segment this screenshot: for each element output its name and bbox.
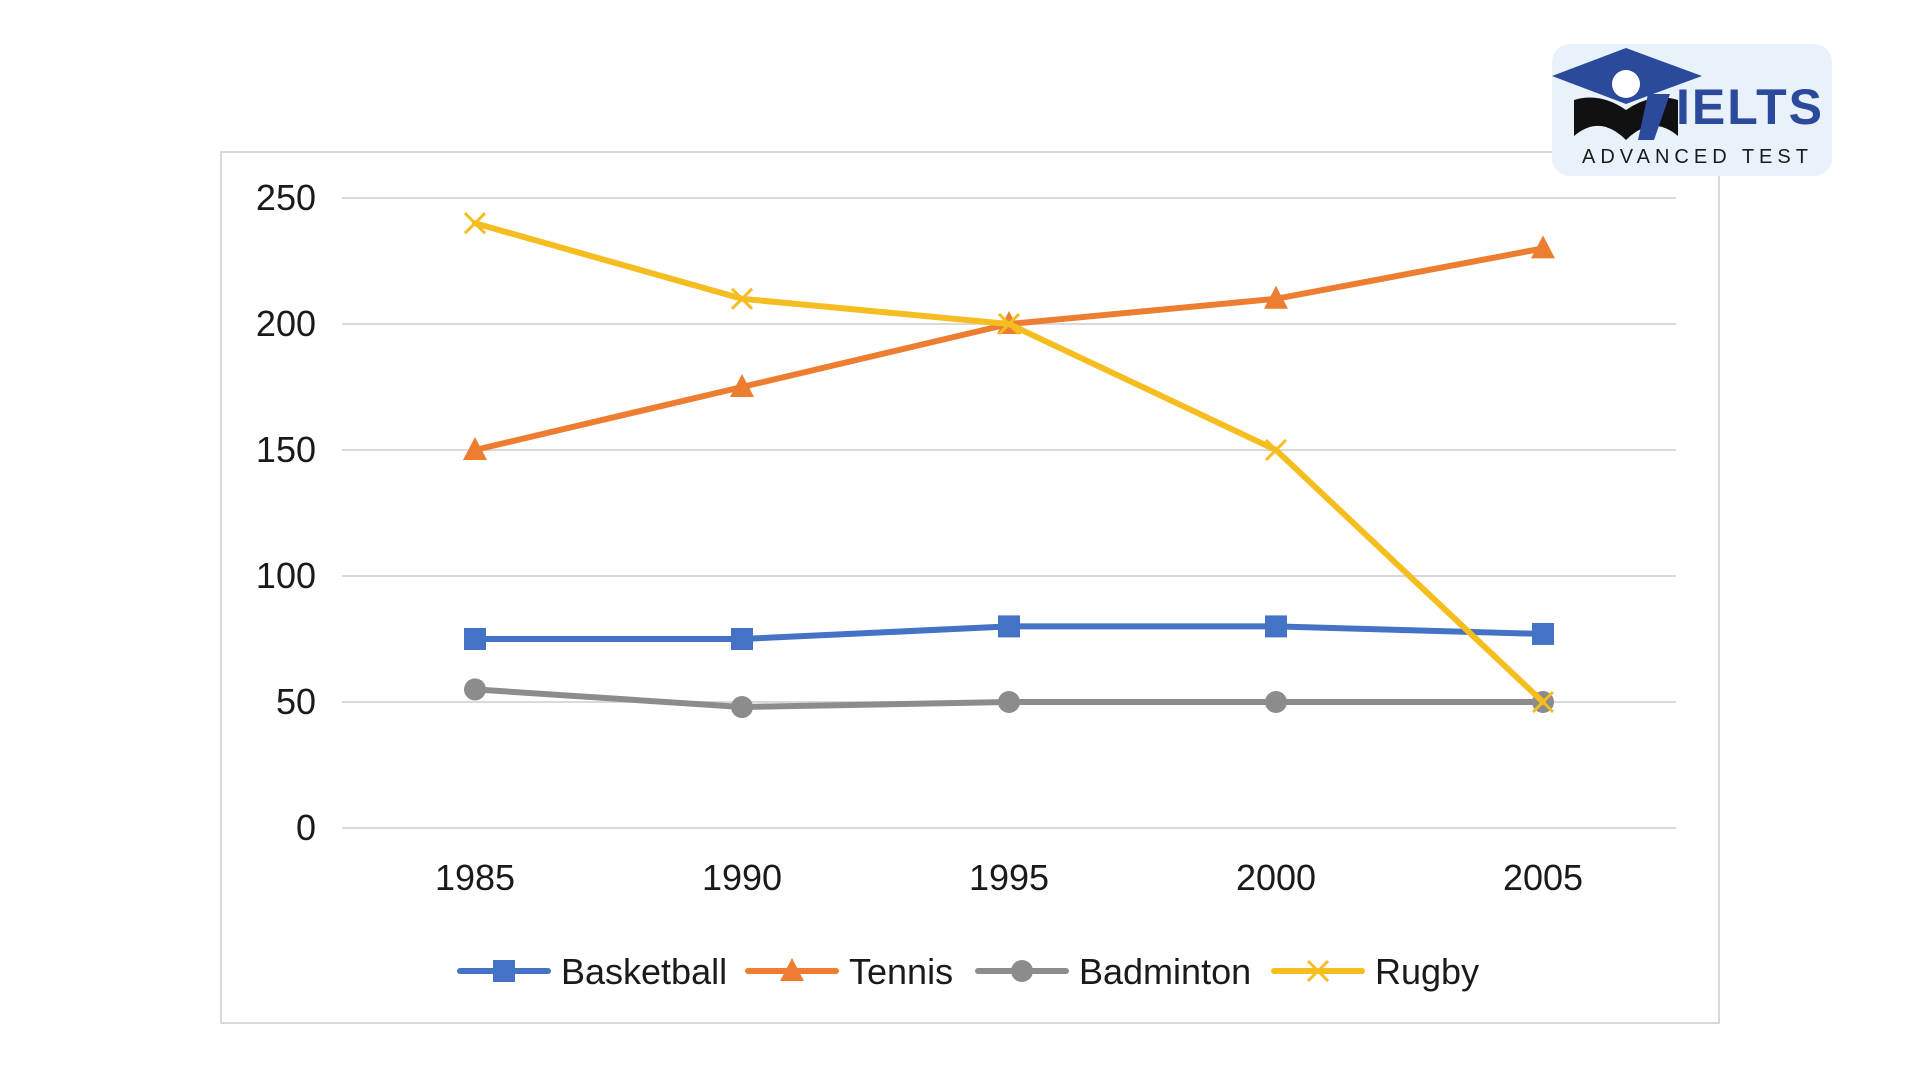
data-point-basketball	[1532, 622, 1554, 645]
data-point-tennis	[730, 374, 754, 397]
data-point-tennis	[463, 437, 487, 460]
y-tick-label: 100	[256, 555, 316, 596]
logo-person-head-icon	[1612, 70, 1640, 98]
data-point-rugby	[463, 212, 487, 235]
ielts-logo: IELTS ADVANCED TEST	[1552, 44, 1832, 176]
legend-label-badminton: Badminton	[1079, 951, 1251, 992]
x-tick-label: 1990	[702, 857, 782, 898]
data-point-tennis	[1264, 285, 1288, 309]
data-point-badminton	[464, 678, 486, 701]
logo-v-mark-icon	[1638, 94, 1670, 140]
data-point-basketball	[1265, 615, 1287, 638]
x-tick-label: 1995	[969, 857, 1049, 898]
x-tick-label: 2005	[1503, 857, 1583, 898]
data-point-rugby	[1531, 690, 1555, 714]
x-tick-label: 2000	[1236, 857, 1316, 898]
data-point-badminton	[731, 696, 753, 719]
x-tick-label: 1985	[435, 857, 515, 898]
y-tick-label: 50	[276, 681, 316, 722]
data-point-badminton	[1265, 691, 1287, 713]
data-point-badminton	[998, 691, 1020, 713]
y-tick-label: 200	[256, 303, 316, 344]
logo-subtitle: ADVANCED TEST	[1582, 146, 1813, 168]
legend-marker-rugby	[1306, 959, 1330, 983]
y-tick-label: 0	[296, 807, 316, 848]
y-tick-label: 250	[256, 177, 316, 218]
legend-label-basketball: Basketball	[561, 951, 727, 992]
data-point-basketball	[998, 615, 1020, 638]
data-point-rugby	[1264, 438, 1288, 462]
legend-marker-tennis	[780, 958, 804, 981]
legend-label-rugby: Rugby	[1375, 951, 1479, 992]
data-point-basketball	[731, 628, 753, 650]
series-line-tennis	[472, 245, 1546, 453]
logo-name: IELTS	[1676, 79, 1824, 135]
data-point-basketball	[464, 628, 486, 650]
legend-label-tennis: Tennis	[849, 951, 953, 992]
chart-frame	[220, 151, 1720, 1024]
legend-marker-badminton	[1011, 960, 1033, 982]
legend-marker-basketball	[493, 960, 515, 982]
data-point-rugby	[997, 312, 1021, 336]
data-point-rugby	[730, 287, 754, 310]
data-point-tennis	[1531, 235, 1555, 259]
y-tick-label: 150	[256, 429, 316, 470]
